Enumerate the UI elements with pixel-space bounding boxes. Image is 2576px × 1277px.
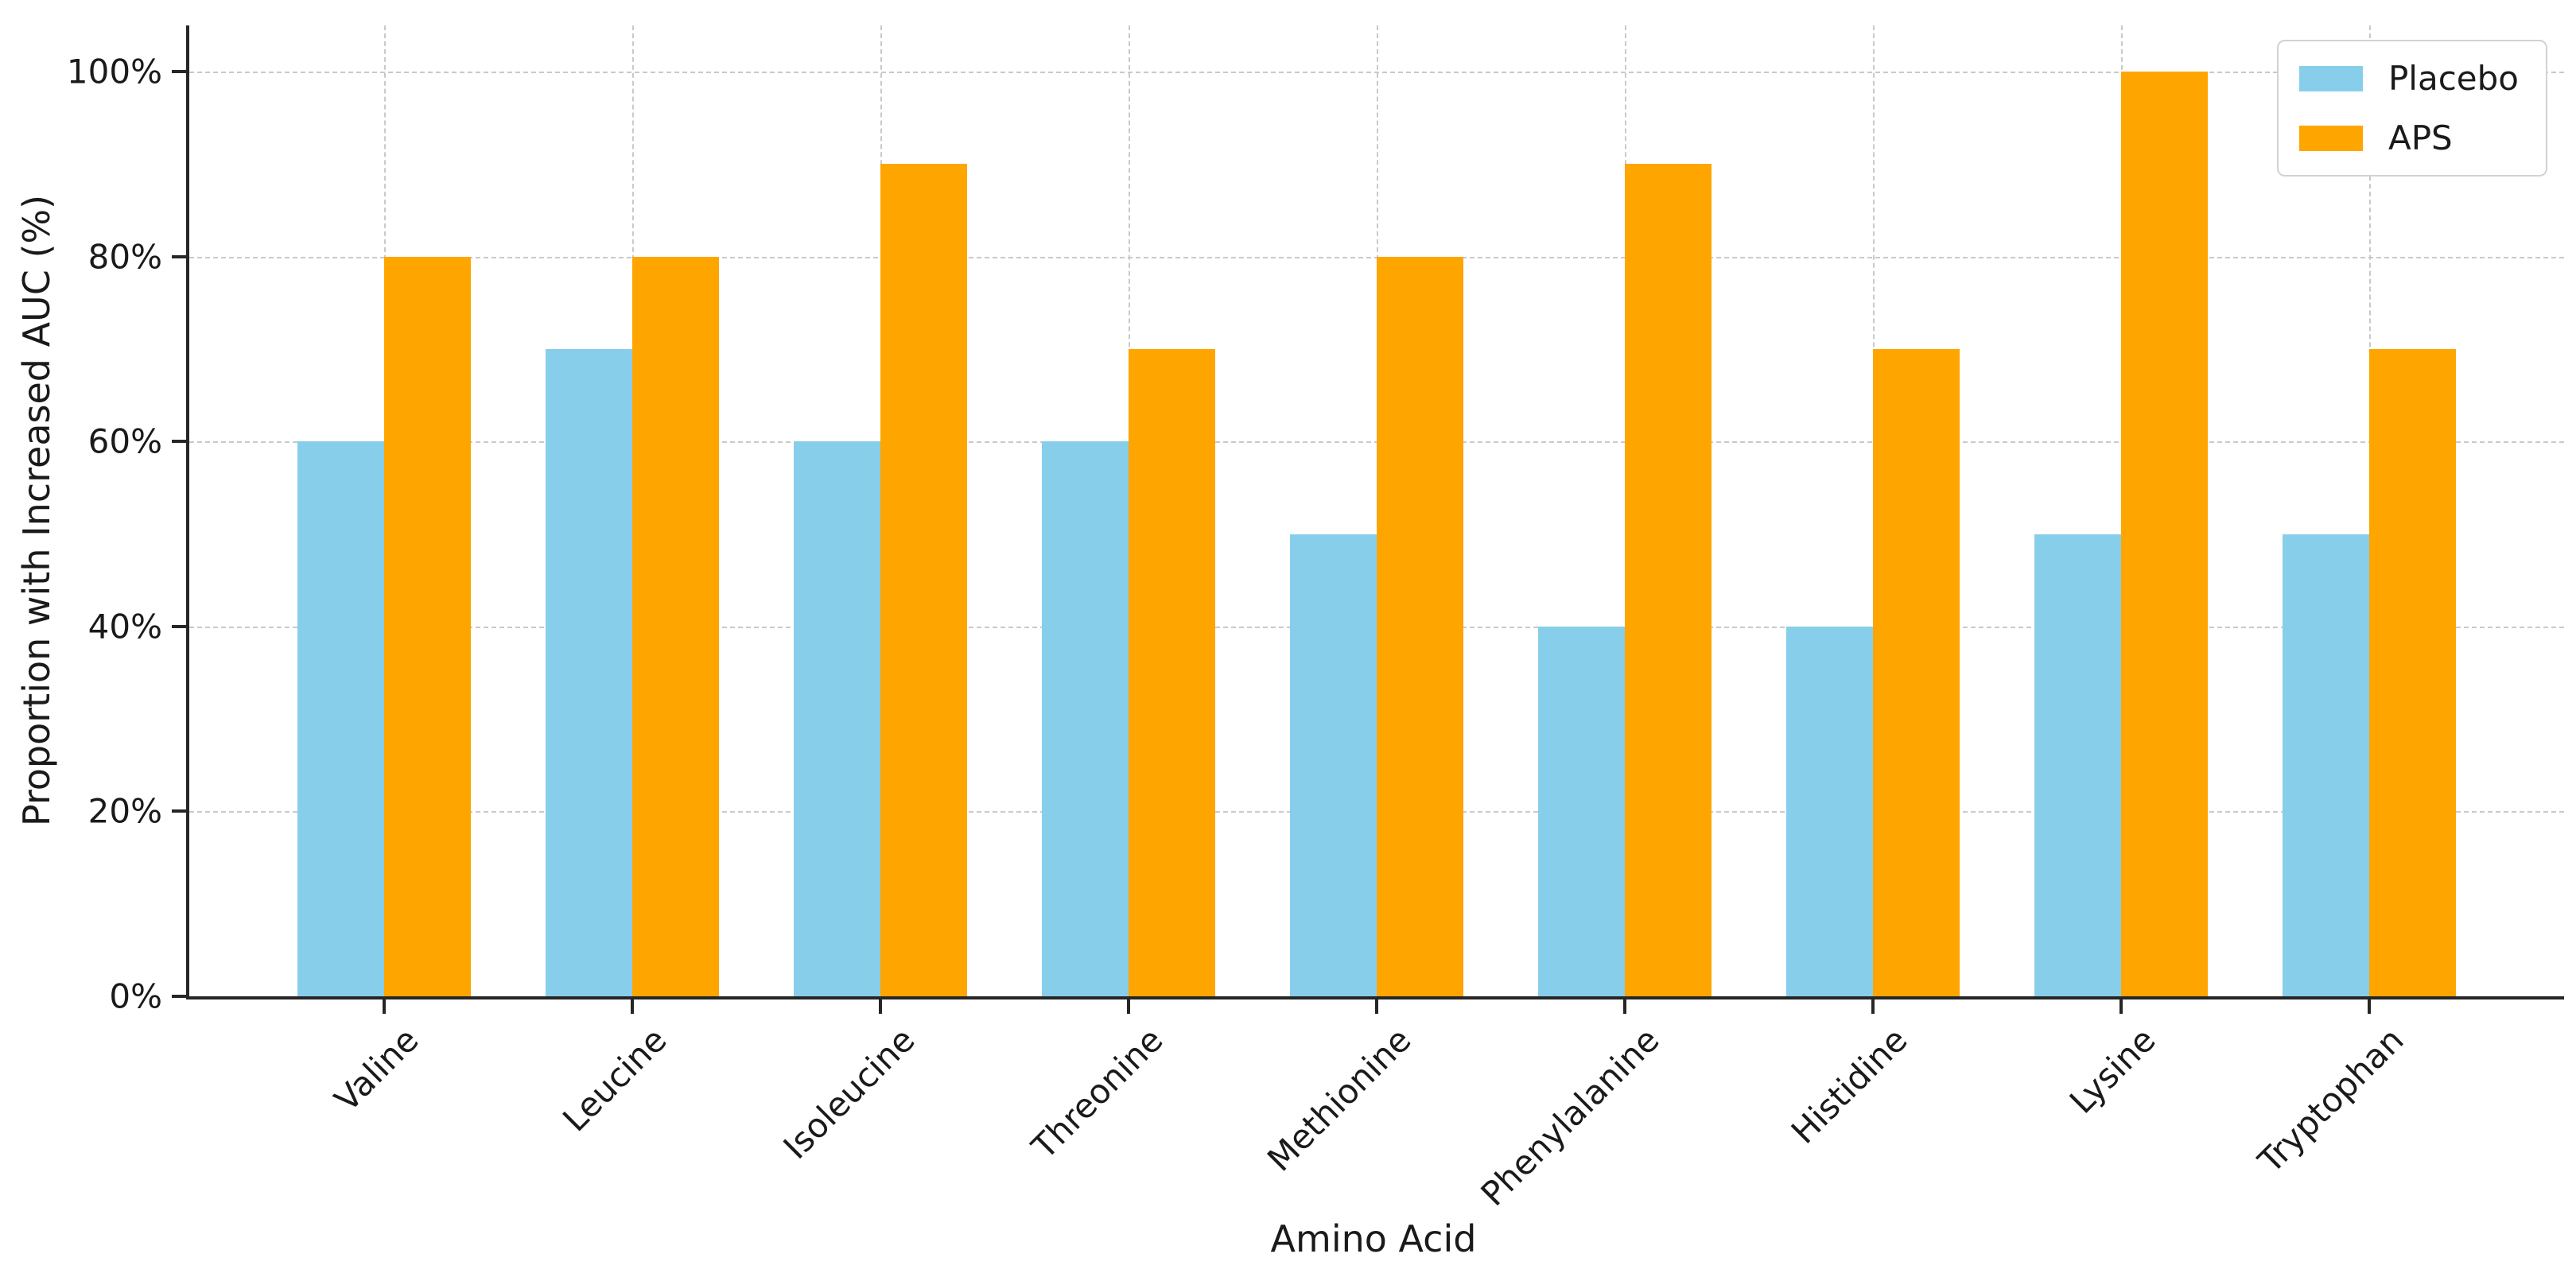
x-tick-mark <box>630 999 634 1014</box>
legend-swatch-aps <box>2298 125 2363 151</box>
bar-placebo-leucine <box>545 349 632 996</box>
y-tick-mark <box>172 624 186 628</box>
x-tick-label: Phenylalanine <box>1473 1020 1667 1214</box>
bar-aps-phenylalanine <box>1625 164 1712 996</box>
legend-swatch-placebo <box>2298 65 2363 91</box>
bar-aps-threonine <box>1128 349 1216 996</box>
x-tick-mark <box>1126 999 1130 1014</box>
x-tick-label: Leucine <box>555 1020 674 1139</box>
bar-aps-methionine <box>1377 256 1464 996</box>
x-tick-mark <box>1871 999 1875 1014</box>
y-tick-mark <box>172 440 186 444</box>
y-tick-mark <box>172 254 186 258</box>
y-tick-label: 80% <box>87 237 162 277</box>
bar-placebo-methionine <box>1289 534 1377 996</box>
y-tick-mark <box>172 809 186 813</box>
legend-item-aps: APS <box>2298 118 2519 157</box>
x-tick-label: Histidine <box>1783 1020 1915 1151</box>
legend-label-placebo: Placebo <box>2388 59 2519 98</box>
bar-aps-leucine <box>631 256 720 996</box>
bar-placebo-histidine <box>1785 626 1874 996</box>
y-tick-mark <box>172 995 186 998</box>
x-tick-label: Tryptophan <box>2251 1020 2411 1181</box>
legend-item-placebo: Placebo <box>2298 59 2519 98</box>
y-tick-label: 20% <box>87 791 162 831</box>
bar-placebo-lysine <box>2034 534 2122 996</box>
bar-placebo-threonine <box>1041 441 1129 996</box>
y-axis-title: Proportion with Increased AUC (%) <box>15 194 58 827</box>
plot-area: 0% 20% 40% 60% 80% 100% Valine Leucine Isoleucin… <box>67 25 2564 1213</box>
x-axis-title: Amino Acid <box>1270 1217 1477 1260</box>
bar-aps-histidine <box>1873 349 1960 996</box>
bar-placebo-phenylalanine <box>1537 626 1625 996</box>
x-tick-mark <box>2119 999 2123 1014</box>
legend-label-aps: APS <box>2388 118 2453 157</box>
x-tick-mark <box>1623 999 1627 1014</box>
y-tick-label: 100% <box>66 52 162 91</box>
legend: Placebo APS <box>2276 40 2547 177</box>
x-tick-mark <box>1375 999 1378 1014</box>
x-tick-label: Valine <box>327 1020 426 1120</box>
x-tick-mark <box>878 999 882 1014</box>
x-tick-mark <box>2368 999 2372 1014</box>
bar-aps-isoleucine <box>880 164 968 996</box>
bar-aps-valine <box>383 256 472 996</box>
bar-aps-lysine <box>2121 72 2209 996</box>
y-tick-mark <box>172 70 186 74</box>
y-tick-label: 0% <box>109 976 162 1016</box>
y-tick-label: 40% <box>87 607 162 646</box>
bar-placebo-isoleucine <box>793 441 880 996</box>
x-tick-label: Threonine <box>1024 1020 1171 1166</box>
bar-aps-tryptophan <box>2369 349 2457 996</box>
x-tick-mark <box>382 999 386 1014</box>
bar-placebo-valine <box>297 441 384 996</box>
x-tick-label: Isoleucine <box>775 1020 923 1167</box>
x-tick-label: Lysine <box>2061 1020 2163 1121</box>
y-tick-label: 60% <box>87 421 162 461</box>
x-tick-label: Methionine <box>1260 1020 1419 1179</box>
bar-placebo-tryptophan <box>2282 534 2370 996</box>
